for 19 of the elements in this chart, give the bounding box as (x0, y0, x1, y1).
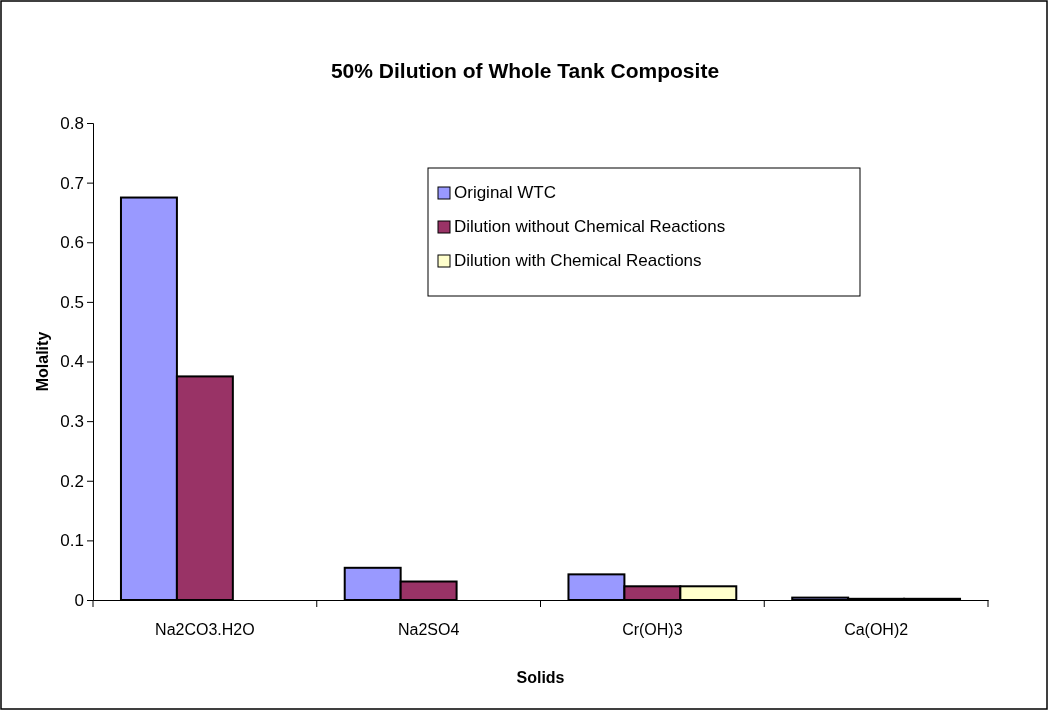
x-axis-title: Solids (516, 669, 565, 686)
y-tick-label: 0.8 (60, 113, 84, 133)
chart-title: 50% Dilution of Whole Tank Composite (330, 59, 720, 82)
y-tick-label: 0.2 (60, 471, 84, 491)
x-tick-label: Cr(OH)3 (622, 621, 683, 638)
y-tick-label: 0.3 (60, 412, 84, 432)
legend-label: Dilution without Chemical Reactions (454, 217, 726, 236)
y-tick-label: 0.6 (60, 233, 84, 253)
legend-label: Dilution with Chemical Reactions (454, 251, 702, 270)
y-tick-label: 0.5 (60, 292, 84, 312)
x-tick-label: Na2SO4 (397, 621, 460, 638)
x-tick-label: Ca(OH)2 (844, 621, 909, 638)
y-tick-label: 0.1 (60, 531, 84, 551)
x-tick-label: Na2CO3.H2O (155, 621, 255, 638)
y-tick-label: 0.7 (60, 173, 84, 193)
legend-label: Original WTC (454, 183, 557, 202)
y-tick-label: 0 (74, 590, 84, 610)
y-tick-label: 0.4 (60, 352, 84, 372)
y-axis-title: Molality (34, 331, 51, 392)
